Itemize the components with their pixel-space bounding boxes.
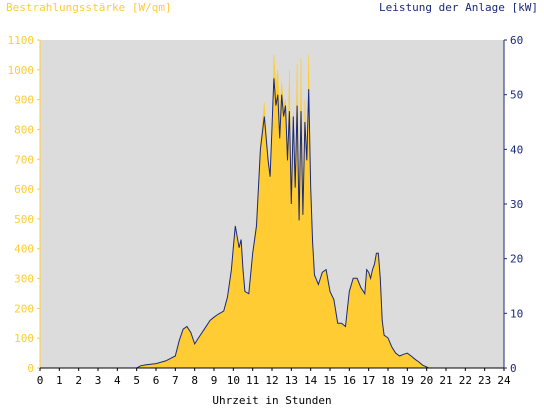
left-tick-label: 600	[14, 183, 34, 196]
x-tick-label: 14	[304, 374, 318, 387]
left-tick-label: 1100	[8, 34, 35, 47]
x-tick-label: 12	[265, 374, 278, 387]
power-line	[40, 78, 504, 369]
x-tick-label: 18	[381, 374, 394, 387]
x-tick-label: 19	[401, 374, 414, 387]
x-tick-label: 11	[246, 374, 259, 387]
x-tick-label: 4	[114, 374, 121, 387]
right-tick-label: 30	[510, 198, 523, 211]
x-tick-label: 24	[497, 374, 511, 387]
x-tick-label: 10	[227, 374, 240, 387]
left-axis-label: Bestrahlungsstärke [W/qm]	[6, 1, 172, 14]
x-tick-label: 22	[459, 374, 472, 387]
left-tick-label: 0	[27, 362, 34, 375]
right-axis-label: Leistung der Anlage [kW]	[379, 1, 538, 14]
x-tick-label: 20	[420, 374, 433, 387]
x-tick-label: 9	[211, 374, 218, 387]
right-tick-label: 60	[510, 34, 523, 47]
x-axis-label: Uhrzeit in Stunden	[212, 394, 332, 407]
x-tick-label: 23	[478, 374, 491, 387]
x-tick-label: 17	[362, 374, 375, 387]
right-tick-label: 20	[510, 253, 523, 266]
left-tick-label: 500	[14, 213, 34, 226]
left-tick-label: 900	[14, 94, 34, 107]
x-tick-label: 7	[172, 374, 179, 387]
x-tick-label: 3	[95, 374, 102, 387]
right-tick-label: 40	[510, 143, 523, 156]
x-tick-label: 8	[191, 374, 198, 387]
left-tick-label: 1000	[8, 64, 35, 77]
x-tick-label: 1	[56, 374, 63, 387]
right-tick-label: 10	[510, 307, 523, 320]
x-tick-label: 15	[323, 374, 336, 387]
left-tick-label: 800	[14, 123, 34, 136]
left-tick-label: 300	[14, 273, 34, 286]
left-tick-label: 400	[14, 243, 34, 256]
x-tick-label: 2	[75, 374, 82, 387]
left-tick-label: 100	[14, 332, 34, 345]
x-tick-label: 0	[37, 374, 44, 387]
axes-layer: 0100200300400500600700800900100011000102…	[8, 34, 524, 387]
x-tick-label: 13	[285, 374, 298, 387]
x-tick-label: 16	[343, 374, 356, 387]
left-tick-label: 700	[14, 153, 34, 166]
x-tick-label: 5	[133, 374, 140, 387]
right-tick-label: 50	[510, 89, 523, 102]
x-tick-label: 6	[153, 374, 160, 387]
x-tick-label: 21	[439, 374, 452, 387]
left-tick-label: 200	[14, 302, 34, 315]
right-tick-label: 0	[510, 362, 517, 375]
series-layer	[40, 54, 504, 369]
